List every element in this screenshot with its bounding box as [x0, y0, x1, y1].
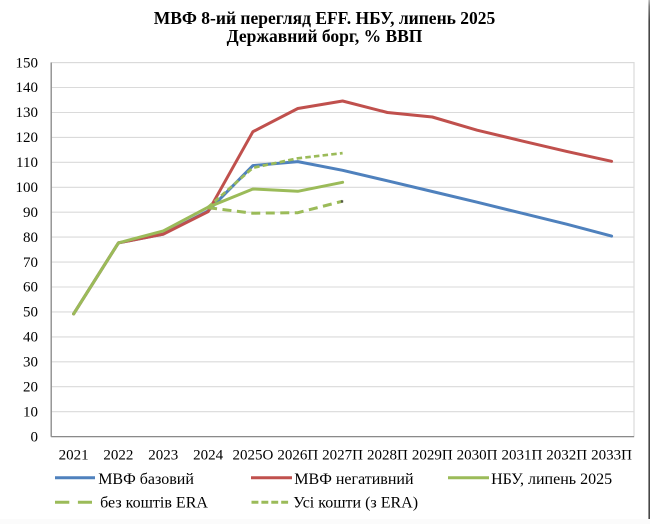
svg-text:МВФ негативний: МВФ негативний — [294, 471, 414, 488]
svg-text:без коштів ERA: без коштів ERA — [100, 494, 208, 511]
svg-text:2028П: 2028П — [367, 448, 408, 464]
svg-text:80: 80 — [23, 230, 38, 246]
svg-text:2025О: 2025О — [232, 448, 273, 464]
svg-text:2031П: 2031П — [501, 448, 542, 464]
svg-text:70: 70 — [23, 255, 38, 271]
svg-text:140: 140 — [16, 80, 39, 96]
svg-text:МВФ 8-ий перегляд EFF. НБУ, ли: МВФ 8-ий перегляд EFF. НБУ, липень 2025 — [154, 8, 496, 28]
svg-text:2021: 2021 — [59, 448, 89, 464]
svg-text:2029П: 2029П — [412, 448, 453, 464]
svg-text:МВФ базовий: МВФ базовий — [98, 471, 194, 488]
svg-text:НБУ, липень 2025: НБУ, липень 2025 — [491, 471, 612, 488]
svg-text:130: 130 — [16, 105, 39, 121]
svg-text:2030П: 2030П — [457, 448, 498, 464]
svg-text:10: 10 — [23, 404, 38, 420]
svg-text:90: 90 — [23, 205, 38, 221]
svg-text:2032П: 2032П — [546, 448, 587, 464]
svg-text:60: 60 — [23, 280, 38, 296]
svg-text:0: 0 — [31, 429, 39, 445]
svg-text:50: 50 — [23, 305, 38, 321]
svg-text:20: 20 — [23, 379, 38, 395]
svg-text:150: 150 — [16, 55, 39, 71]
svg-text:2024: 2024 — [193, 448, 224, 464]
svg-text:Усі кошти (з ERA): Усі кошти (з ERA) — [293, 494, 418, 511]
svg-text:2027П: 2027П — [322, 448, 363, 464]
svg-text:30: 30 — [23, 355, 38, 371]
svg-text:100: 100 — [16, 180, 39, 196]
svg-text:110: 110 — [16, 155, 38, 171]
svg-text:120: 120 — [16, 130, 39, 146]
svg-text:Державний борг, % ВВП: Державний борг, % ВВП — [227, 26, 423, 46]
svg-text:2026П: 2026П — [277, 448, 318, 464]
svg-text:2033П: 2033П — [591, 448, 632, 464]
svg-text:2022: 2022 — [103, 448, 133, 464]
svg-text:2023: 2023 — [148, 448, 178, 464]
svg-text:40: 40 — [23, 330, 38, 346]
